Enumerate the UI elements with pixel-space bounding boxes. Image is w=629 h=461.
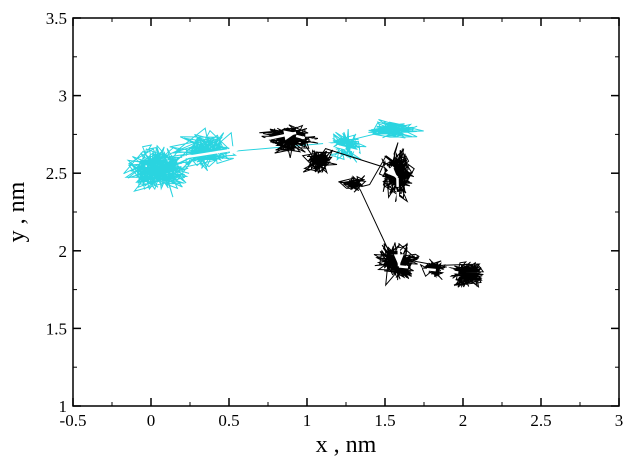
arrow-4-head — [385, 165, 398, 178]
x-axis-label: x , nm — [316, 432, 377, 458]
x-tick-label: 2 — [459, 411, 468, 430]
x-tick-label: 0 — [147, 411, 156, 430]
y-tick-label: 1.5 — [46, 319, 67, 338]
x-tick-label: 1 — [303, 411, 312, 430]
arrow-2-head — [283, 130, 297, 141]
arrow-5 — [396, 177, 401, 267]
x-tick-label: 1.5 — [374, 411, 395, 430]
y-axis-label: y , nm — [4, 181, 30, 242]
series-2-trajectory — [259, 124, 485, 288]
y-tick-label: 2.5 — [46, 164, 67, 183]
tick-layer: -0.5 0 0.5 1 1.5 2 2.5 3 1 1.5 2 2.5 3 3.5 — [46, 9, 624, 430]
arrow-3-head — [370, 149, 384, 160]
arrow-layer — [182, 130, 459, 277]
arrow-1-head — [228, 145, 242, 156]
x-tick-label: 3 — [615, 411, 624, 430]
x-tick-label: -0.5 — [60, 411, 87, 430]
y-tick-label: 2 — [59, 242, 68, 261]
y-tick-label: 1 — [59, 397, 68, 416]
arrow-6-head — [445, 266, 459, 277]
y-tick-label: 3 — [59, 87, 68, 106]
arrow-3 — [295, 134, 384, 159]
y-tick-label: 3.5 — [46, 9, 67, 28]
x-tick-label: 0.5 — [218, 411, 239, 430]
x-tick-label: 2.5 — [530, 411, 551, 430]
arrow-5-head — [393, 254, 404, 267]
